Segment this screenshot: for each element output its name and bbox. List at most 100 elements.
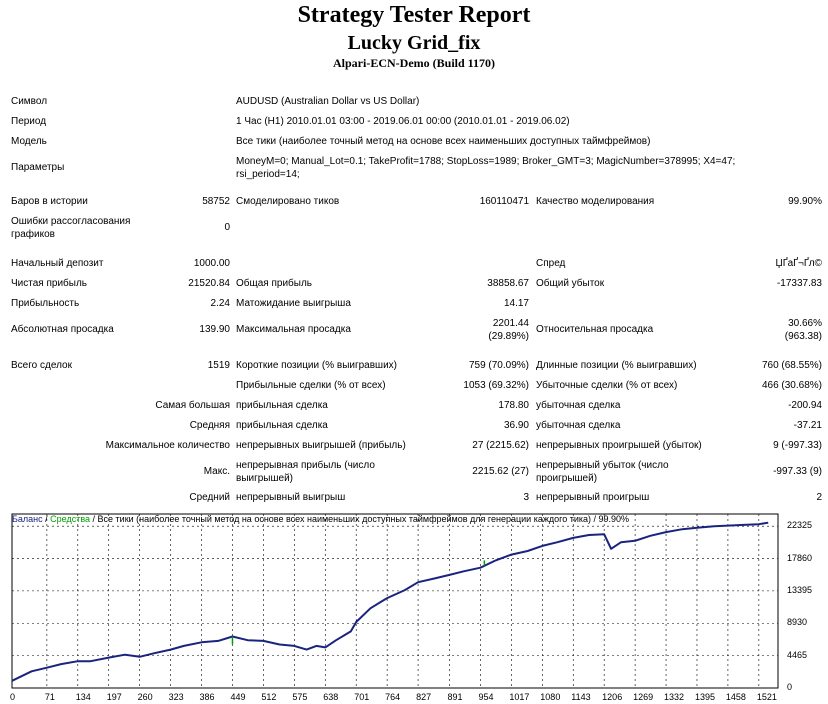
bars-label: Баров в истории	[11, 196, 88, 207]
x-tick-label: 512	[261, 692, 277, 702]
chart-legend: Баланс / Средства / Все тики (наиболее т…	[12, 514, 629, 524]
x-tick-label: 449	[230, 692, 246, 702]
y-tick-label: 8930	[787, 617, 808, 628]
params-value-line1: MoneyM=0; Manual_Lot=0.1; TakeProfit=178…	[236, 156, 736, 167]
bars-value: 58752	[202, 196, 230, 207]
spread-label: Спред	[536, 258, 566, 269]
model-label: Модель	[11, 136, 47, 147]
expected-payoff-label: Матожидание выигрыша	[236, 298, 351, 309]
mismatch-value: 0	[224, 222, 230, 233]
max-consecutive-losses-value: 9 (-997.33)	[773, 440, 822, 451]
relative-drawdown-label: Относительная просадка	[536, 324, 654, 335]
x-tick-label: 1521	[756, 692, 777, 702]
max-consecutive-loss-label: непрерывный убыток (число проигрышей)	[536, 460, 669, 484]
x-tick-label: 323	[168, 692, 184, 702]
x-tick-label: 954	[478, 692, 494, 702]
max-drawdown-value: 2201.44	[492, 318, 529, 329]
legend-equity: Средства	[50, 514, 91, 524]
x-tick-label: 0	[10, 692, 16, 702]
params-label: Параметры	[11, 162, 65, 173]
profit-factor-value: 2.24	[210, 298, 230, 309]
average-loss-label: убыточная сделка	[536, 420, 621, 431]
x-tick-label: 197	[106, 692, 122, 702]
symbol-label: Символ	[11, 96, 48, 107]
y-tick-label: 22325	[787, 520, 813, 531]
max-count-label: Максимальное количество	[105, 440, 230, 451]
x-tick-label: 891	[447, 692, 463, 702]
average-label: Средняя	[189, 420, 230, 431]
average-profit-value: 36.90	[503, 420, 529, 431]
relative-drawdown-amount: (963.38)	[784, 331, 822, 342]
x-tick-label: 638	[323, 692, 339, 702]
x-tick-label: 1458	[725, 692, 746, 702]
x-tick-label: 386	[199, 692, 215, 702]
largest-loss-value: -200.94	[788, 400, 822, 411]
gross-profit-value: 38858.67	[487, 278, 529, 289]
x-tick-label: 71	[44, 692, 55, 702]
net-profit-label: Чистая прибыль	[11, 278, 87, 289]
largest-profit-value: 178.80	[498, 400, 529, 411]
profit-factor-label: Прибыльность	[11, 298, 80, 309]
gross-profit-label: Общая прибыль	[236, 278, 313, 289]
params-value-line2: rsi_period=14;	[236, 169, 300, 180]
max-consecutive-losses-label: непрерывных проигрышей (убыток)	[536, 440, 702, 451]
total-trades-value: 1519	[207, 360, 230, 371]
largest-label: Самая большая	[155, 400, 230, 411]
max-consecutive-loss-value: -997.33 (9)	[773, 466, 822, 477]
long-positions-label: Длинные позиции (% выигравших)	[536, 360, 697, 371]
loss-trades-value: 466 (30.68%)	[761, 380, 822, 391]
max-drawdown-percent: (29.89%)	[488, 331, 529, 342]
quality-value: 99.90%	[788, 196, 822, 207]
broker-build: Alpari-ECN-Demo (Build 1170)	[333, 56, 495, 70]
long-positions-value: 760 (68.55%)	[761, 360, 822, 371]
max-consecutive-profit-value: 2215.62 (27)	[472, 466, 529, 477]
x-tick-label: 1080	[540, 692, 561, 702]
average-consecutive-wins-value: 3	[523, 492, 529, 503]
average-loss-value: -37.21	[793, 420, 822, 431]
relative-drawdown-value: 30.66%	[788, 318, 822, 329]
balance-chart-plot	[11, 513, 779, 689]
x-tick-label: 701	[354, 692, 370, 702]
y-tick-label: 13395	[787, 584, 813, 595]
profit-trades-value: 1053 (69.32%)	[463, 380, 529, 391]
x-tick-label: 1332	[664, 692, 685, 702]
ticks-value: 160110471	[479, 196, 529, 207]
loss-trades-label: Убыточные сделки (% от всех)	[536, 380, 678, 391]
y-tick-label: 0	[787, 682, 793, 692]
balance-chart: Баланс / Средства / Все тики (наиболее т…	[8, 510, 822, 704]
largest-loss-label: убыточная сделка	[536, 400, 621, 411]
x-tick-label: 1017	[509, 692, 530, 702]
symbol-value: AUDUSD (Australian Dollar vs US Dollar)	[236, 96, 420, 107]
plot-frame	[11, 513, 779, 689]
absolute-drawdown-value: 139.90	[199, 324, 230, 335]
mismatch-label: Ошибки рассогласования графиков	[11, 216, 131, 240]
average-consecutive-wins-label: непрерывный выигрыш	[236, 492, 346, 503]
total-trades-label: Всего сделок	[11, 360, 72, 371]
x-tick-label: 134	[75, 692, 91, 702]
max-drawdown-label: Максимальная просадка	[236, 324, 351, 335]
short-positions-label: Короткие позиции (% выигравших)	[236, 360, 397, 371]
largest-profit-label: прибыльная сделка	[236, 400, 328, 411]
legend-balance: Баланс	[12, 514, 43, 524]
period-label: Период	[11, 116, 47, 127]
x-tick-label: 575	[292, 692, 308, 702]
y-tick-label: 17860	[787, 552, 813, 563]
quality-label: Качество моделирования	[536, 196, 655, 207]
spread-value: ЏҐаҐ¬Ґ­­л©	[775, 258, 822, 269]
x-tick-label: 260	[137, 692, 153, 702]
period-value: 1 Час (H1) 2010.01.01 03:00 - 2019.06.01…	[236, 116, 570, 127]
max-consecutive-wins-value: 27 (2215.62)	[472, 440, 529, 451]
x-tick-label: 827	[416, 692, 432, 702]
expert-name: Lucky Grid_fix	[347, 32, 481, 54]
short-positions-value: 759 (70.09%)	[468, 360, 529, 371]
x-tick-label: 764	[385, 692, 401, 702]
balance-line	[11, 521, 769, 682]
absolute-drawdown-label: Абсолютная просадка	[11, 324, 114, 335]
expected-payoff-value: 14.17	[503, 298, 529, 309]
report-title: Strategy Tester Report	[297, 2, 531, 28]
ticks-label: Смоделировано тиков	[236, 196, 340, 207]
gross-loss-value: -17337.83	[776, 278, 822, 289]
x-tick-label: 1206	[602, 692, 623, 702]
x-tick-label: 1143	[571, 692, 591, 702]
deposit-value: 1000.00	[193, 258, 230, 269]
